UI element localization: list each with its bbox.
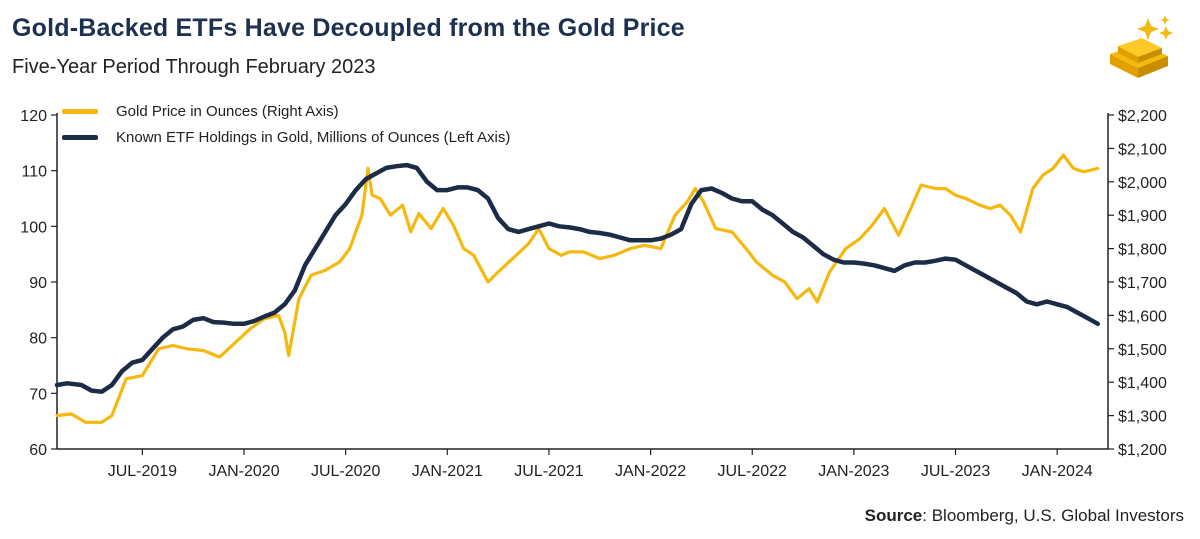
gold-bar-shape: [1110, 38, 1168, 78]
legend-label-etf: Known ETF Holdings in Gold, Millions of …: [116, 128, 511, 146]
sparkle-icon: [1159, 26, 1173, 40]
source-text: : Bloomberg, U.S. Global Investors: [922, 506, 1184, 525]
left-axis-tick-label: 60: [29, 442, 47, 459]
chart-title: Gold-Backed ETFs Have Decoupled from the…: [12, 14, 685, 42]
legend-swatch-etf: [62, 134, 98, 140]
right-axis-tick-label: $1,400: [1118, 375, 1167, 392]
x-axis-tick-label: JUL-2021: [514, 463, 583, 480]
legend-item-etf: Known ETF Holdings in Gold, Millions of …: [62, 124, 510, 150]
gold-bars-sparkle-icon: [1110, 16, 1173, 78]
right-axis-tick-label: $1,200: [1118, 442, 1167, 459]
right-axis-tick-label: $2,100: [1118, 141, 1167, 158]
x-axis-tick-label: JAN-2020: [208, 463, 279, 480]
left-axis-tick-label: 90: [29, 275, 47, 292]
legend-item-gold: Gold Price in Ounces (Right Axis): [62, 98, 510, 124]
left-axis-tick-label: 100: [20, 219, 47, 236]
x-axis-tick-label: JUL-2020: [311, 463, 380, 480]
sparkle-icon: [1160, 16, 1170, 25]
left-axis-tick-label: 110: [21, 164, 47, 181]
source-note: Source: Bloomberg, U.S. Global Investors: [865, 506, 1184, 526]
sparkle-icon: [1137, 18, 1159, 40]
chart-subtitle: Five-Year Period Through February 2023: [12, 56, 376, 78]
right-axis-tick-label: $1,900: [1118, 208, 1167, 225]
right-axis-tick-label: $1,800: [1118, 242, 1167, 259]
x-axis-tick-label: JAN-2024: [1022, 463, 1093, 480]
right-axis-tick-label: $1,300: [1118, 409, 1167, 426]
legend-swatch-gold: [62, 108, 98, 114]
x-axis-tick-label: JAN-2022: [615, 463, 686, 480]
right-axis-tick-label: $1,500: [1118, 342, 1167, 359]
left-axis-tick-label: 80: [29, 331, 47, 348]
x-axis-tick-label: JAN-2021: [412, 463, 483, 480]
right-axis-tick-label: $1,600: [1118, 308, 1167, 325]
x-axis-tick-label: JUL-2022: [718, 463, 787, 480]
series-line-etf-holdings: [54, 162, 1101, 394]
series-line-gold-price: [55, 153, 1100, 424]
legend-label-gold: Gold Price in Ounces (Right Axis): [116, 102, 339, 120]
chart-legend: Gold Price in Ounces (Right Axis) Known …: [62, 98, 510, 150]
right-axis-tick-label: $1,700: [1118, 275, 1167, 292]
right-axis-tick-label: $2,200: [1118, 108, 1167, 125]
x-axis-tick-label: JUL-2019: [108, 463, 177, 480]
left-axis-tick-label: 120: [20, 108, 47, 125]
x-axis-tick-label: JUL-2023: [921, 463, 990, 480]
x-axis-tick-label: JAN-2023: [818, 463, 889, 480]
left-axis-tick-label: 70: [29, 386, 47, 403]
right-axis-tick-label: $2,000: [1118, 175, 1167, 192]
source-label: Source: [864, 506, 923, 525]
